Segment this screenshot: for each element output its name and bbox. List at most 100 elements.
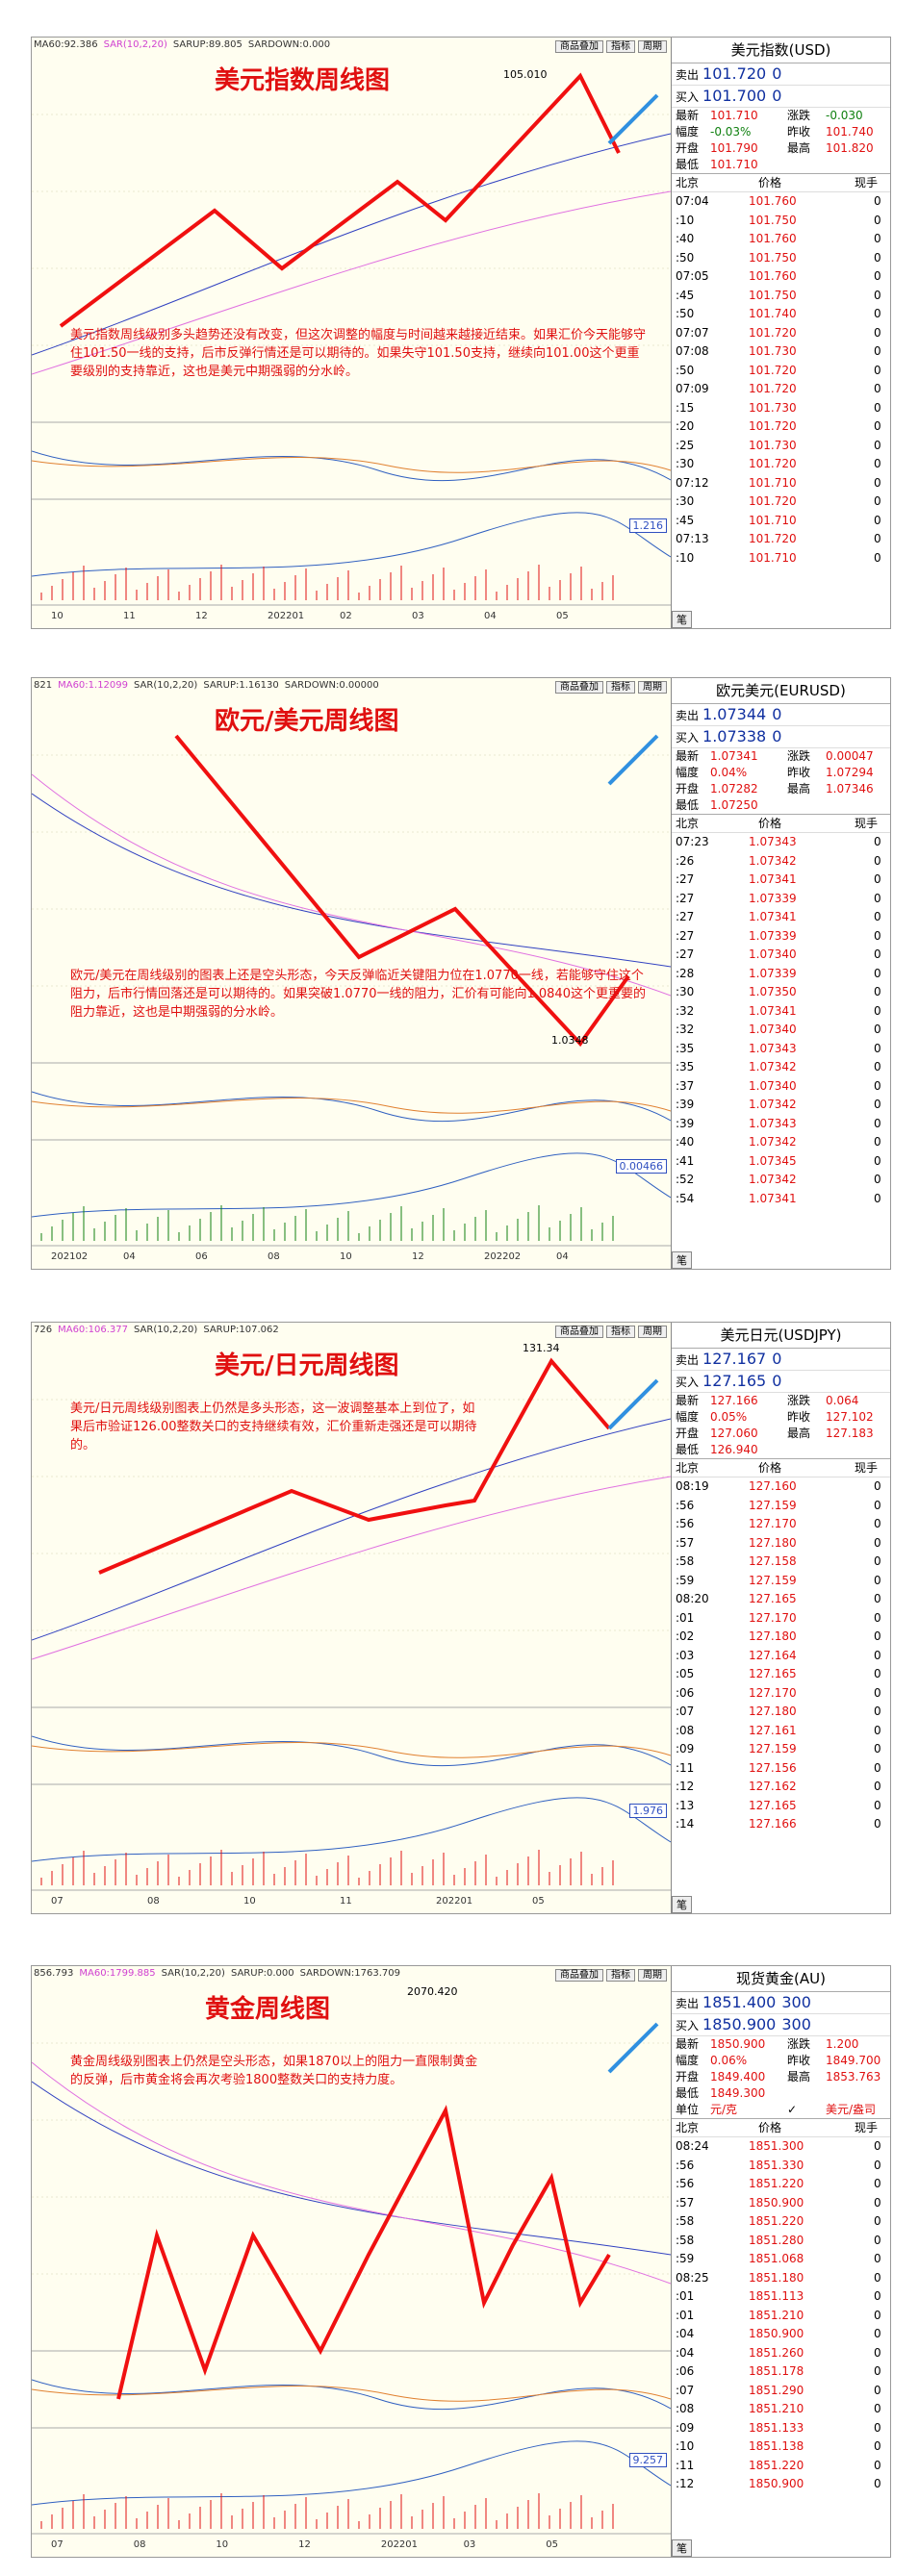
toolbar-button[interactable]: 周期: [638, 40, 667, 53]
volume: 0: [874, 1060, 881, 1073]
quote-stat-row: 开盘 1849.400 最高 1853.763: [672, 2069, 890, 2085]
indicator-line: [32, 1741, 671, 1758]
tick-row: 07:23 1.07343 0: [672, 833, 890, 852]
price: 1851.300: [749, 2139, 804, 2153]
quote-stat-row: 幅度 0.05% 昨收 127.102: [672, 1409, 890, 1426]
toolbar-button[interactable]: 指标: [606, 40, 635, 53]
volume: 0: [874, 1078, 881, 1093]
stat-label: 昨收: [787, 1410, 811, 1424]
time: :41: [676, 1153, 695, 1168]
volume: 0: [772, 705, 782, 723]
stat-value: 1849.700: [826, 2054, 881, 2067]
volume: 0: [874, 853, 881, 868]
tick-row: :06 1851.178 0: [672, 2362, 890, 2382]
tick-row: :01 127.170 0: [672, 1609, 890, 1629]
quote-sell: 卖出 1851.400 300: [672, 1992, 890, 2014]
stat-label: 单位: [676, 2103, 700, 2116]
time: :08: [676, 1723, 695, 1737]
quote-stat-row: 开盘 1.07282 最高 1.07346: [672, 781, 890, 797]
time: :12: [676, 2477, 695, 2490]
indicator-label: MA60:1.12099: [58, 680, 129, 691]
volume: 0: [874, 1517, 881, 1530]
indicator-legend: 856.793 MA60:1799.885 SAR(10,2,20) SARUP:0.…: [34, 1968, 406, 1979]
toolbar-button[interactable]: 指标: [606, 681, 635, 694]
x-axis-label: 03: [463, 2539, 476, 2550]
stat-value: 0.06%: [710, 2054, 748, 2067]
tick-row: :10 101.750 0: [672, 212, 890, 231]
toolbar-button[interactable]: 周期: [638, 1326, 667, 1338]
price: 101.710: [749, 475, 797, 490]
quote-stat-row: 幅度 -0.03% 昨收 101.740: [672, 124, 890, 140]
tick-row: :04 1851.260 0: [672, 2344, 890, 2363]
x-axis-label: 08: [147, 1896, 160, 1907]
price: 1.07338: [702, 727, 767, 745]
volume: 0: [874, 2364, 881, 2378]
time: 07:12: [676, 475, 709, 490]
tick-row: :10 101.710 0: [672, 549, 890, 568]
toolbar-button[interactable]: 商品叠加: [555, 1326, 603, 1338]
price: 1851.138: [749, 2439, 804, 2453]
toolbar-button[interactable]: 商品叠加: [555, 40, 603, 53]
tick-row: :25 101.730 0: [672, 437, 890, 456]
quote-buy: 买入 1.07338 0: [672, 726, 890, 748]
volume: 0: [874, 1592, 881, 1605]
tab[interactable]: 笔: [672, 1251, 692, 1269]
stat-label: 最新: [676, 109, 700, 122]
tab[interactable]: 笔: [672, 611, 692, 628]
volume: 0: [874, 438, 881, 452]
stat-label: 最低: [676, 798, 700, 812]
volume: 0: [874, 947, 881, 961]
volume: 0: [874, 2195, 881, 2210]
toolbar-button[interactable]: 指标: [606, 1969, 635, 1982]
quote-sell: 卖出 127.167 0: [672, 1349, 890, 1371]
toolbar-button[interactable]: 商品叠加: [555, 1969, 603, 1982]
quote-name: 美元指数(USD): [672, 38, 890, 63]
volume: 0: [874, 872, 881, 886]
time: :27: [676, 891, 695, 905]
tab[interactable]: 笔: [672, 1896, 692, 1913]
column-header: 价格: [758, 176, 782, 189]
toolbar-button[interactable]: 商品叠加: [555, 681, 603, 694]
price: 1851.180: [749, 2270, 804, 2285]
direction-arrow: [607, 93, 659, 145]
time: :59: [676, 2252, 695, 2265]
tick-row: :10 1851.138 0: [672, 2437, 890, 2457]
quote-header: 北京 价格 现手: [672, 1458, 890, 1477]
time: :06: [676, 2364, 695, 2378]
price: 101.730: [749, 344, 797, 358]
tick-row: :54 1.07341 0: [672, 1190, 890, 1209]
tick-row: :40 1.07342 0: [672, 1133, 890, 1152]
toolbar-button[interactable]: 周期: [638, 1969, 667, 1982]
volume: 0: [874, 1135, 881, 1149]
price-label: 131.34: [523, 1342, 560, 1354]
sub-chart-value: 0.00466: [615, 1159, 667, 1174]
time: :37: [676, 1078, 695, 1093]
volume: 0: [874, 985, 881, 998]
quote-sell: 卖出 1.07344 0: [672, 704, 890, 726]
price: 1.07342: [749, 853, 797, 868]
price: 127.159: [749, 1573, 797, 1587]
time: :35: [676, 1060, 695, 1073]
stat-value: 101.740: [826, 125, 874, 139]
toolbar: 商品叠加 指标 周期: [552, 38, 667, 53]
tick-row: :56 127.159 0: [672, 1497, 890, 1516]
indicator-legend: 821 MA60:1.12099 SAR(10,2,20) SARUP:1.16130…: [34, 680, 385, 691]
toolbar-button[interactable]: 指标: [606, 1326, 635, 1338]
tick-row: :04 1850.900 0: [672, 2325, 890, 2344]
x-axis-label: 202201: [436, 1896, 473, 1907]
x-axis-label: 04: [556, 1251, 569, 1262]
volume: 0: [874, 532, 881, 545]
toolbar-button[interactable]: 周期: [638, 681, 667, 694]
price: 1850.900: [749, 2327, 804, 2340]
price: 101.730: [749, 400, 797, 415]
time: :26: [676, 853, 695, 868]
label: 卖出: [676, 68, 700, 82]
x-axis-label: 12: [412, 1251, 424, 1262]
stat-value: 1849.300: [710, 2086, 766, 2100]
tick-row: :59 127.159 0: [672, 1572, 890, 1591]
x-axis-label: 06: [195, 1251, 208, 1262]
tab[interactable]: 笔: [672, 2539, 692, 2557]
tick-row: :11 1851.220 0: [672, 2457, 890, 2476]
time: :27: [676, 910, 695, 923]
indicator-line: [32, 1797, 671, 1862]
